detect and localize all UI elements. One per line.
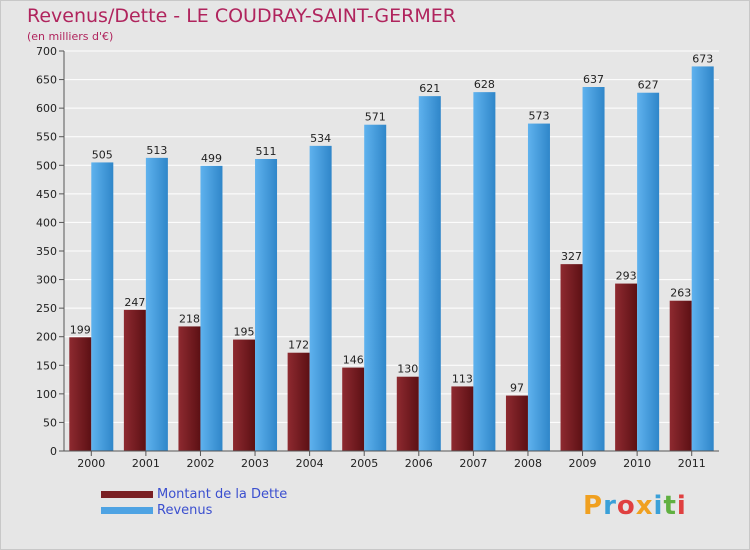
bar-dette bbox=[396, 376, 419, 451]
bar-dette bbox=[123, 309, 146, 451]
data-label-revenus: 573 bbox=[528, 110, 549, 123]
data-label-dette: 247 bbox=[124, 296, 145, 309]
proxiti-logo: Proxiti bbox=[583, 491, 687, 521]
logo-letter: i bbox=[676, 491, 687, 521]
data-label-revenus: 628 bbox=[474, 78, 495, 91]
y-tick-label: 50 bbox=[43, 416, 57, 429]
x-tick-label: 2000 bbox=[77, 457, 105, 470]
data-label-revenus: 571 bbox=[365, 111, 386, 124]
data-label-dette: 293 bbox=[616, 270, 637, 283]
logo-letter: P bbox=[583, 491, 604, 521]
bar-dette bbox=[560, 264, 583, 451]
y-tick-label: 600 bbox=[36, 102, 57, 115]
logo-letter: t bbox=[663, 491, 677, 521]
legend-swatch-revenus bbox=[101, 507, 153, 514]
bar-revenus bbox=[527, 123, 550, 452]
y-tick-label: 400 bbox=[36, 216, 57, 229]
x-tick-label: 2010 bbox=[623, 457, 651, 470]
bar-revenus bbox=[637, 92, 660, 451]
data-label-dette: 327 bbox=[561, 250, 582, 263]
data-label-dette: 199 bbox=[70, 323, 91, 336]
x-tick-label: 2011 bbox=[678, 457, 706, 470]
legend-label-dette: Montant de la Dette bbox=[157, 487, 288, 502]
data-label-dette: 172 bbox=[288, 339, 309, 352]
y-tick-label: 500 bbox=[36, 159, 57, 172]
x-tick-label: 2002 bbox=[186, 457, 214, 470]
logo-letter: i bbox=[653, 491, 664, 521]
y-tick-label: 100 bbox=[36, 388, 57, 401]
bar-revenus bbox=[91, 162, 114, 451]
bar-revenus bbox=[418, 96, 441, 452]
y-tick-label: 450 bbox=[36, 188, 57, 201]
y-tick-label: 150 bbox=[36, 359, 57, 372]
data-label-revenus: 534 bbox=[310, 132, 331, 145]
data-label-dette: 146 bbox=[343, 354, 364, 367]
data-label-dette: 195 bbox=[234, 326, 255, 339]
data-label-revenus: 499 bbox=[201, 152, 222, 165]
data-label-revenus: 621 bbox=[419, 82, 440, 95]
x-axis: 2000 2001 2002 2003 2004 2005 2006 2007 2008 2009… bbox=[64, 450, 719, 470]
data-label-revenus: 505 bbox=[92, 148, 113, 161]
data-label-revenus: 637 bbox=[583, 73, 604, 86]
bar-revenus bbox=[691, 66, 714, 451]
bar-dette bbox=[233, 339, 256, 451]
data-label-dette: 113 bbox=[452, 372, 473, 385]
bar-dette bbox=[451, 386, 474, 451]
bars: 199 505 247 513 218 499 195 511 172 534 146 571 130 6… bbox=[69, 52, 714, 452]
y-axis: 0 50 100 150 200 250 300 350 400 450 500 550 600 650 7… bbox=[36, 45, 65, 458]
legend-swatch-dette bbox=[101, 491, 153, 498]
x-tick-label: 2001 bbox=[132, 457, 160, 470]
y-tick-label: 700 bbox=[36, 45, 57, 58]
x-tick-label: 2007 bbox=[459, 457, 487, 470]
chart-title: Revenus/Dette - LE COUDRAY-SAINT-GERMER bbox=[27, 5, 456, 27]
x-tick-label: 2003 bbox=[241, 457, 269, 470]
bar-revenus bbox=[473, 92, 496, 452]
logo-letter: o bbox=[616, 491, 636, 521]
x-tick-label: 2009 bbox=[569, 457, 597, 470]
bar-revenus bbox=[582, 87, 605, 451]
data-label-dette: 218 bbox=[179, 312, 200, 325]
x-tick-label: 2004 bbox=[296, 457, 324, 470]
bar-dette bbox=[342, 367, 365, 451]
bar-dette bbox=[505, 395, 528, 451]
y-tick-label: 300 bbox=[36, 274, 57, 287]
y-tick-label: 650 bbox=[36, 74, 57, 87]
y-tick-label: 550 bbox=[36, 131, 57, 144]
x-tick-label: 2006 bbox=[405, 457, 433, 470]
bar-dette bbox=[669, 300, 692, 451]
bar-revenus bbox=[255, 159, 278, 451]
data-label-revenus: 513 bbox=[146, 144, 167, 157]
data-label-revenus: 627 bbox=[638, 79, 659, 92]
data-label-revenus: 673 bbox=[692, 52, 713, 65]
bar-revenus bbox=[145, 157, 168, 451]
data-label-dette: 97 bbox=[510, 382, 524, 395]
logo-letter: r bbox=[603, 491, 617, 521]
data-label-dette: 263 bbox=[670, 287, 691, 300]
bar-dette bbox=[69, 337, 92, 451]
y-tick-label: 200 bbox=[36, 331, 57, 344]
logo-letter: x bbox=[635, 491, 654, 521]
y-tick-label: 350 bbox=[36, 245, 57, 258]
bar-dette bbox=[178, 326, 201, 451]
bar-revenus bbox=[309, 145, 332, 451]
bar-revenus bbox=[200, 165, 223, 451]
bar-dette bbox=[615, 283, 638, 451]
y-tick-label: 250 bbox=[36, 302, 57, 315]
grid-lines bbox=[64, 50, 719, 452]
y-tick-label: 0 bbox=[50, 445, 57, 458]
x-tick-label: 2008 bbox=[514, 457, 542, 470]
bar-dette bbox=[287, 352, 310, 451]
data-label-dette: 130 bbox=[397, 363, 418, 376]
data-label-revenus: 511 bbox=[256, 145, 277, 158]
chart-subtitle: (en milliers d'€) bbox=[27, 30, 114, 43]
legend-label-revenus: Revenus bbox=[157, 503, 213, 518]
x-tick-label: 2005 bbox=[350, 457, 378, 470]
bar-revenus bbox=[364, 124, 387, 451]
